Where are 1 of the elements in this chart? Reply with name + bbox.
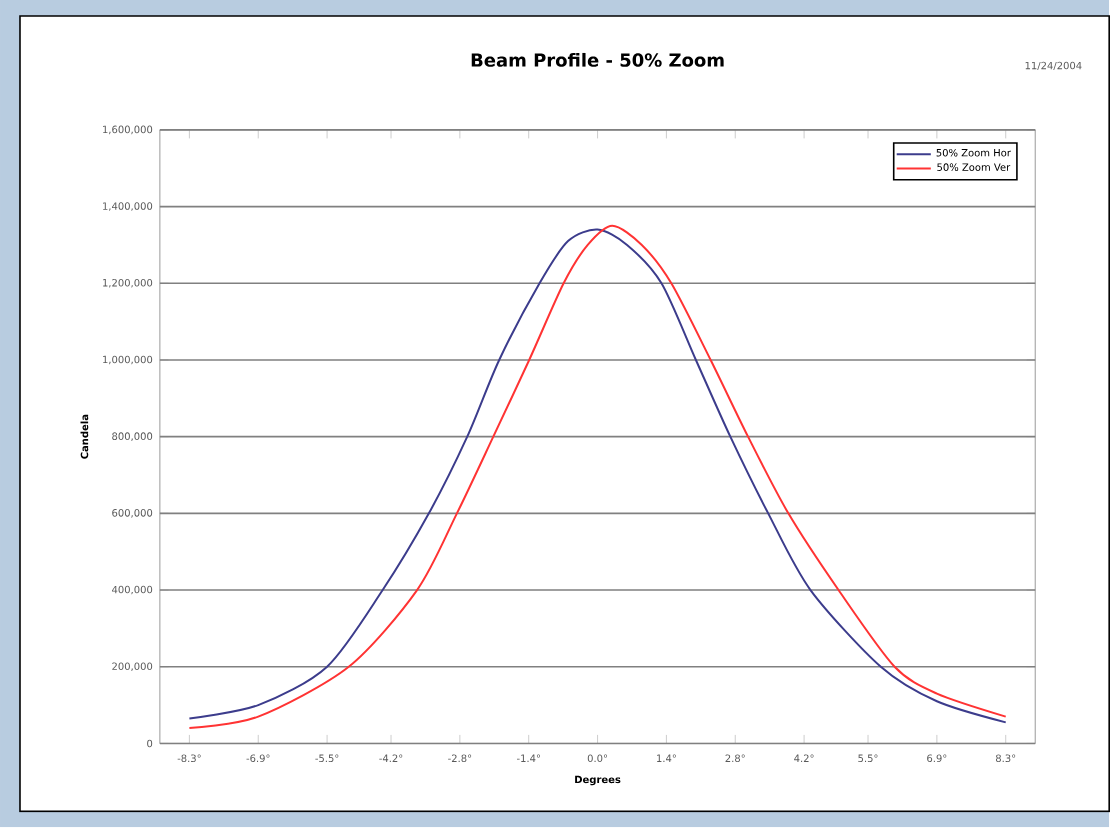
chart-title: Beam Profile - 50% Zoom: [471, 53, 724, 68]
